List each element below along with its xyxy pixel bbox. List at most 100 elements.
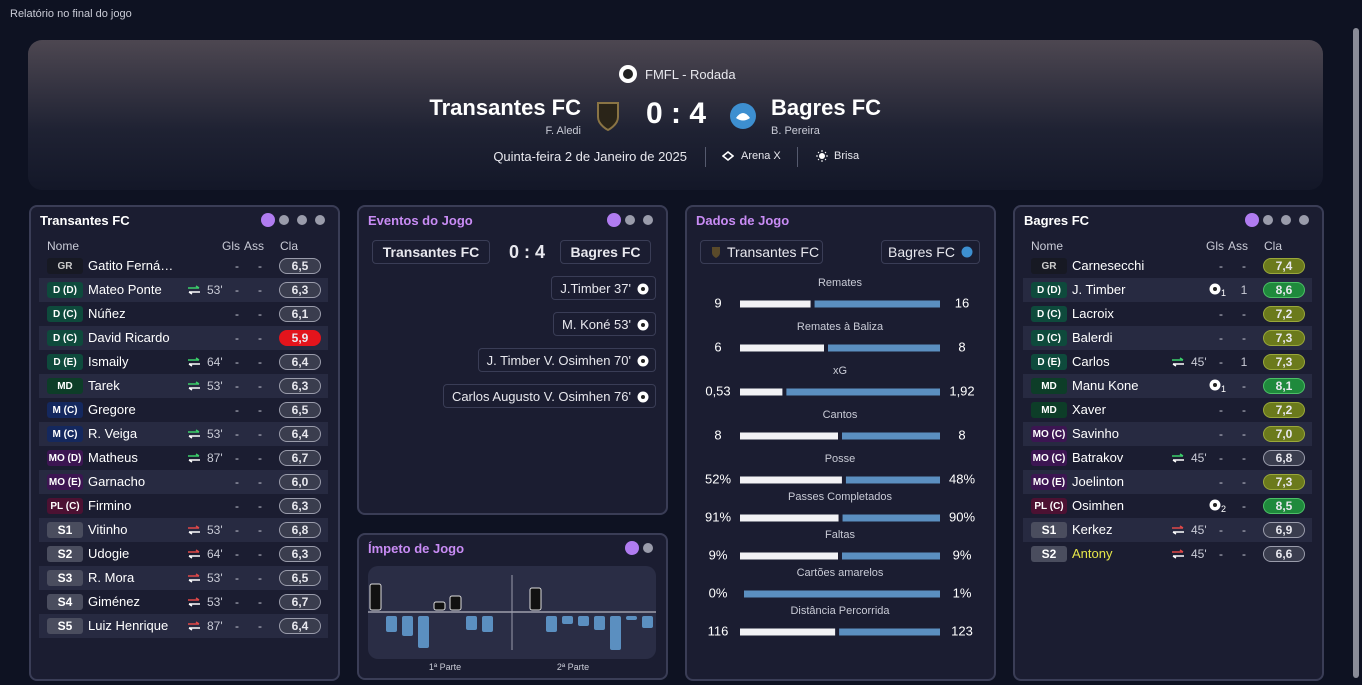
player-name: Firmino	[88, 498, 132, 513]
rating: 7,3	[1263, 354, 1305, 370]
player-row: PL (C) Firmino - - 6,3	[39, 494, 328, 518]
rating: 7,3	[1263, 330, 1305, 346]
momentum-bar	[369, 583, 382, 611]
scrollbar[interactable]	[1353, 28, 1359, 678]
goals: -	[235, 307, 239, 321]
page-dot[interactable]	[1299, 215, 1309, 225]
ball-patch	[641, 287, 645, 291]
event-item: J. Timber V. Osimhen 70'	[477, 348, 656, 372]
player-name: Mateo Ponte	[88, 282, 162, 297]
sub-minute: 45'	[1191, 451, 1207, 465]
assists: -	[1242, 331, 1246, 345]
assists: -	[258, 307, 262, 321]
player-row: S2 Udogie 64' - -6,3	[39, 542, 328, 566]
stat-label: Cantos	[823, 409, 858, 421]
momentum-chart: 1ª Parte 2ª Parte	[368, 566, 656, 672]
player-name: Garnacho	[88, 474, 146, 489]
momentum-panel: Ímpeto de Jogo 1ª Parte 2ª Parte	[357, 533, 668, 680]
position-badge: S3	[47, 570, 83, 586]
page-dot[interactable]	[625, 541, 639, 555]
position-badge: S4	[47, 594, 83, 610]
away-team: Bagres FC	[771, 95, 882, 120]
stadium: Arena X	[741, 150, 781, 162]
player-row: D (E) Ismaily 64' - -6,4	[39, 350, 328, 374]
crest	[712, 247, 720, 258]
panel-title: Ímpeto de Jogo	[368, 541, 465, 556]
home-bar	[740, 432, 838, 440]
player-name: Xaver	[1072, 402, 1106, 417]
page-dot[interactable]	[607, 213, 621, 227]
rating: 6,1	[279, 306, 321, 322]
goals: -	[235, 475, 239, 489]
player-row: MD Tarek 53' - -6,3	[39, 374, 328, 398]
goals: -	[1219, 475, 1223, 489]
home-value: 0,53	[705, 383, 730, 398]
player-row: MO (C) Savinho - - 7,0	[1023, 422, 1312, 446]
away-bar	[842, 514, 940, 522]
player-name: Antony	[1072, 546, 1113, 561]
crest	[961, 246, 973, 258]
team-box: Bagres FC	[881, 240, 980, 264]
page-dot[interactable]	[315, 215, 325, 225]
rating: 6,4	[279, 618, 321, 634]
assists: -	[1242, 451, 1246, 465]
page-dot[interactable]	[297, 215, 307, 225]
stat-label: Remates à Baliza	[797, 321, 884, 333]
arrow	[188, 525, 200, 529]
separator	[705, 147, 706, 167]
page-dot[interactable]	[279, 215, 289, 225]
sub-minute: 64'	[207, 355, 223, 369]
sub-minute: 53'	[207, 523, 223, 537]
player-name: Tarek	[88, 378, 120, 393]
sub-icon	[188, 525, 200, 535]
page-dot[interactable]	[1263, 215, 1273, 225]
page-dot[interactable]	[1245, 213, 1259, 227]
assists: -	[258, 259, 262, 273]
sub-icon	[188, 429, 200, 439]
position-badge: D (C)	[1031, 306, 1067, 322]
goals: -	[1219, 259, 1223, 273]
event-item: M. Koné 53'	[553, 312, 656, 336]
page-dot[interactable]	[643, 543, 653, 553]
momentum-bar	[433, 601, 446, 611]
assists: -	[1242, 499, 1246, 513]
ball-icon	[1209, 499, 1221, 511]
home-value: 0%	[709, 585, 728, 600]
momentum-bar	[449, 595, 462, 611]
position-badge: MD	[1031, 378, 1067, 394]
page-dot[interactable]	[625, 215, 635, 225]
away-bar	[814, 300, 940, 308]
player-name: Batrakov	[1072, 450, 1124, 465]
page-dot[interactable]	[261, 213, 275, 227]
events-panel: Eventos do Jogo Transantes FC 0 : 4 Bagres …	[357, 205, 668, 515]
weather: Brisa	[834, 150, 860, 162]
home-bar	[740, 514, 839, 522]
assists: 1	[1240, 355, 1248, 369]
player-name: Balerdi	[1072, 330, 1113, 345]
goals: -	[235, 619, 239, 633]
position-badge: D (D)	[47, 282, 83, 298]
away-value: 9%	[953, 547, 972, 562]
sub-minute: 53'	[207, 571, 223, 585]
page-dot[interactable]	[643, 215, 653, 225]
sub-icon	[188, 453, 200, 463]
player-name: Ismaily	[88, 354, 129, 369]
player-row: S5 Luiz Henrique 87' - -6,4	[39, 614, 328, 638]
player-row: D (C) Balerdi - - 7,3	[1023, 326, 1312, 350]
position-badge: MO (E)	[1031, 474, 1067, 490]
player-row: D (E) Carlos 45' - 1 7,3	[1023, 350, 1312, 374]
player-name: Savinho	[1072, 426, 1119, 441]
team-name: Transantes FC	[727, 244, 820, 260]
rating: 6,4	[279, 426, 321, 442]
team-box: Bagres FC	[560, 240, 651, 264]
position-badge: D (C)	[47, 306, 83, 322]
home-manager: F. Aledi	[545, 125, 581, 137]
stats-panel: Dados de Jogo Transantes FC Bagres FC Remat…	[685, 205, 996, 681]
panel-title: Bagres FC	[1024, 213, 1090, 228]
page-dot[interactable]	[1281, 215, 1291, 225]
event-text: Carlos Augusto V. Osimhen 76'	[451, 388, 631, 404]
player-name: Matheus	[88, 450, 138, 465]
momentum-bar	[578, 616, 589, 626]
rating: 6,7	[279, 594, 321, 610]
sub-minute: 53'	[207, 379, 223, 393]
